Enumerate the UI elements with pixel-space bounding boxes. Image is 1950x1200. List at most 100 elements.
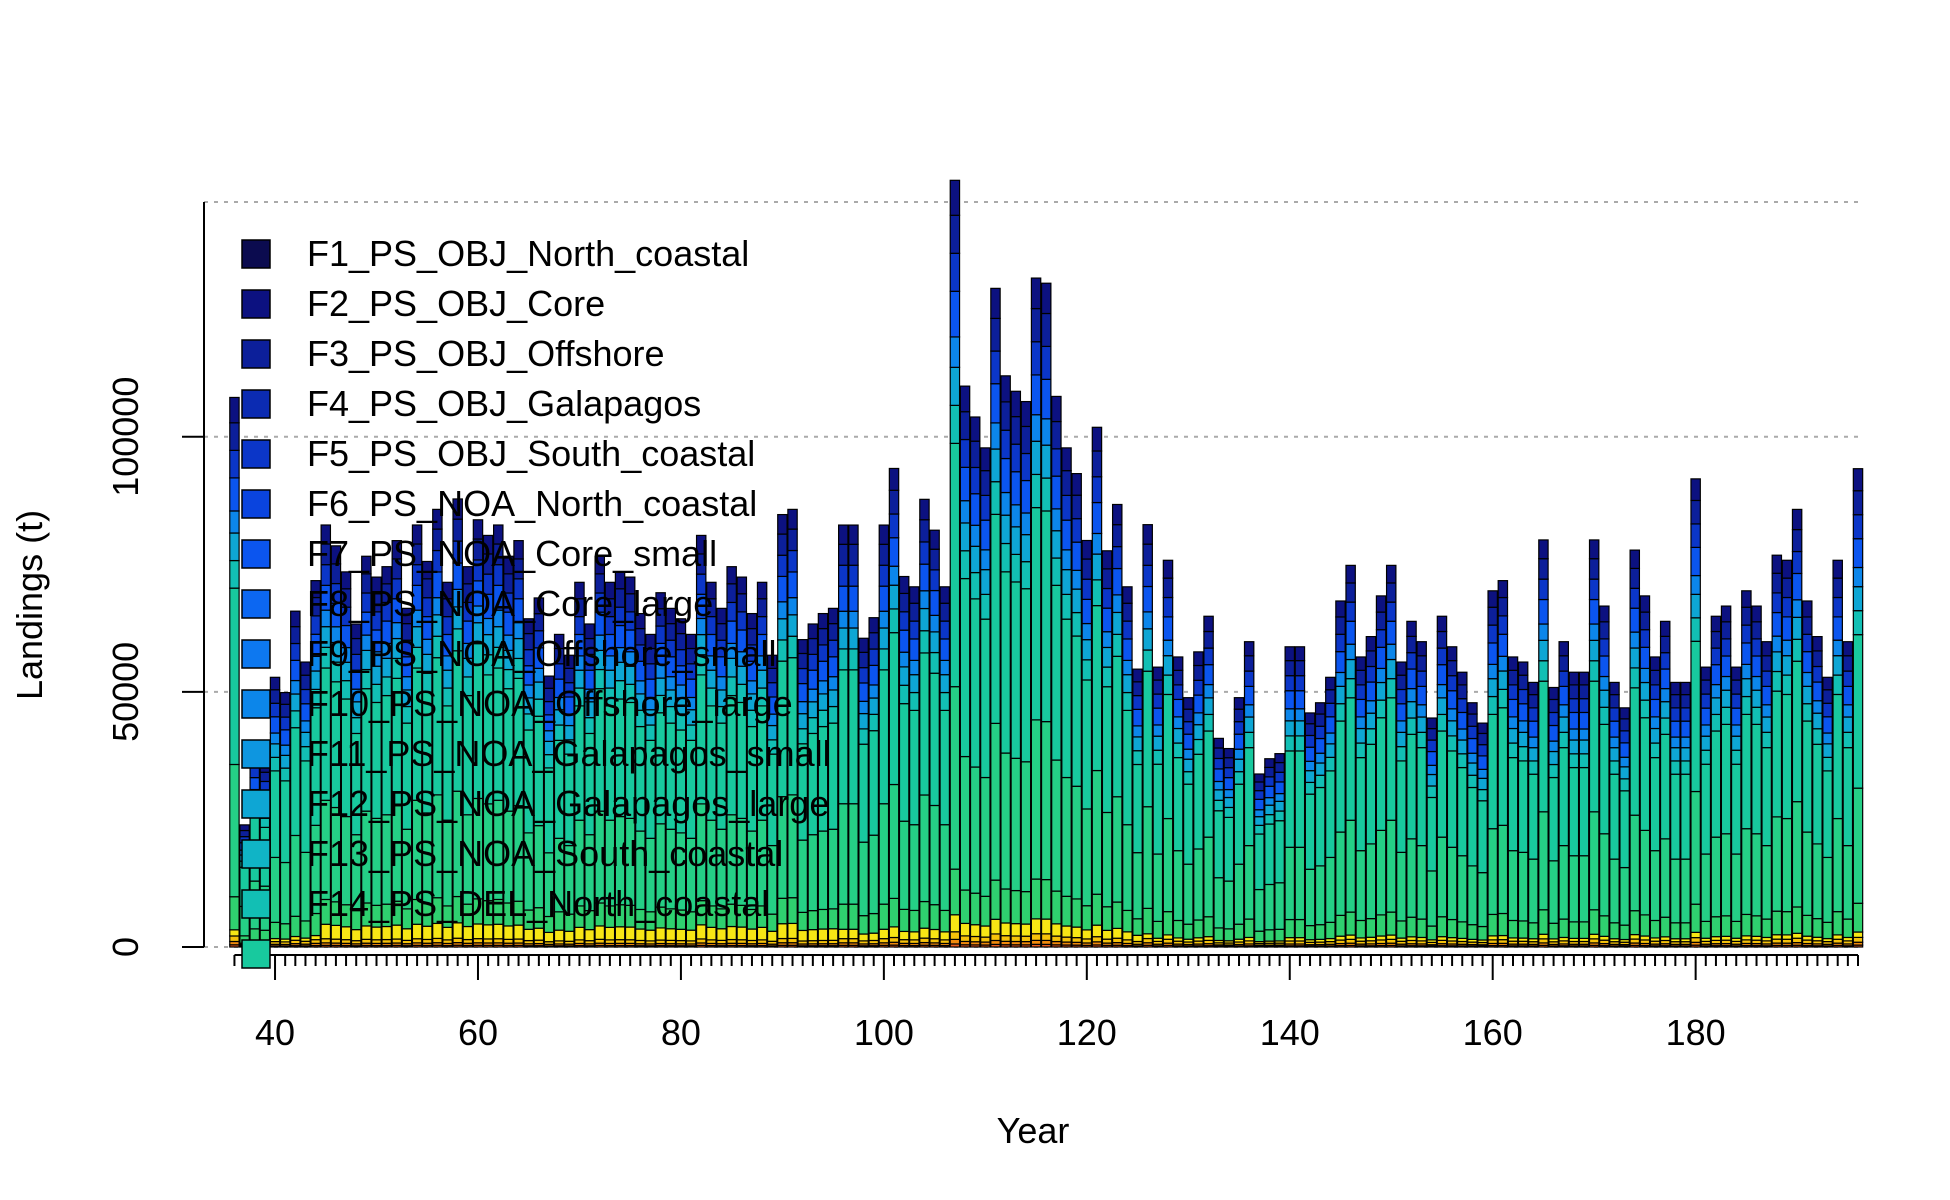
bar-53	[401, 607, 413, 948]
bar-segment	[1243, 685, 1255, 706]
bar-segment	[1639, 717, 1651, 831]
bar-segment	[1456, 671, 1468, 686]
bar-segment	[1061, 569, 1072, 595]
bar-segment	[1051, 530, 1062, 559]
bar-segment	[888, 783, 900, 900]
bar-segment	[1223, 928, 1235, 942]
bar-segment	[1091, 579, 1103, 607]
bar-segment	[848, 669, 859, 805]
bar-segment	[1314, 737, 1326, 754]
bar-segment	[848, 610, 859, 629]
bar-77	[645, 633, 656, 948]
bar-segment	[807, 653, 819, 671]
bar-segment	[787, 657, 798, 796]
bar-segment	[1477, 872, 1488, 928]
bar-segment	[290, 610, 301, 628]
bar-segment	[1314, 865, 1326, 926]
bar-76	[635, 612, 646, 948]
bar-segment	[1599, 675, 1610, 691]
bar-segment	[1619, 707, 1630, 720]
bar-segment	[1842, 655, 1854, 672]
bar-segment	[1172, 716, 1184, 730]
bar-segment	[340, 571, 352, 590]
bar-segment	[969, 935, 981, 943]
bar-segment	[1213, 877, 1224, 929]
bar-segment	[1456, 728, 1468, 741]
bar-44	[310, 580, 321, 948]
bar-segment	[787, 897, 798, 925]
bar-segment	[1781, 655, 1793, 676]
bar-segment	[675, 928, 687, 942]
bar-133	[1213, 737, 1224, 948]
bar-69	[564, 654, 575, 948]
bar-segment	[1264, 766, 1275, 778]
bar-segment	[1528, 681, 1539, 696]
bar-segment	[1436, 647, 1448, 666]
bar-segment	[1040, 918, 1052, 935]
bar-segment	[1507, 716, 1519, 730]
bar-91	[787, 508, 798, 948]
bar-segment	[1061, 925, 1072, 938]
bar-segment	[1183, 783, 1194, 865]
bar-146	[1345, 564, 1356, 948]
bar-132	[1203, 615, 1214, 948]
bar-segment	[290, 915, 301, 938]
bar-segment	[1254, 816, 1265, 826]
bar-segment	[1061, 470, 1072, 496]
bar-segment	[1497, 596, 1509, 617]
bar-segment	[1507, 756, 1519, 852]
bar-segment	[1091, 501, 1103, 535]
bar-segment	[1355, 669, 1367, 686]
bar-segment	[1517, 731, 1529, 748]
bar-segment	[1751, 638, 1762, 657]
bar-segment	[969, 766, 981, 894]
bar-segment	[310, 934, 321, 941]
legend-swatch	[241, 389, 271, 419]
bar-segment	[1071, 898, 1082, 928]
bar-segment	[1629, 910, 1641, 936]
bar-segment	[1030, 918, 1042, 935]
bar-segment	[1791, 906, 1803, 934]
bar-segment	[1375, 914, 1387, 937]
bar-segment	[959, 755, 971, 891]
bar-segment	[1172, 850, 1184, 922]
bar-segment	[1213, 789, 1224, 801]
bar-segment	[1730, 763, 1742, 855]
bar-segment	[1071, 937, 1082, 943]
bar-segment	[1446, 846, 1458, 921]
bar-segment	[279, 754, 291, 769]
bar-segment	[1010, 935, 1022, 943]
bar-112	[1000, 375, 1011, 948]
bar-segment	[330, 545, 342, 565]
bar-segment	[1152, 666, 1164, 681]
bar-segment	[848, 803, 859, 905]
bar-segment	[1528, 760, 1539, 775]
bar-segment	[1051, 448, 1062, 477]
bar-segment	[1538, 558, 1549, 580]
bar-segment	[1822, 702, 1833, 718]
bar-segment	[1385, 564, 1397, 584]
bar-segment	[1233, 783, 1245, 865]
bar-segment	[1517, 674, 1529, 691]
bar-segment	[1456, 684, 1468, 700]
bar-segment	[1345, 678, 1356, 699]
bar-segment	[1243, 918, 1255, 939]
bar-segment	[1497, 688, 1509, 709]
bar-segment	[1243, 641, 1255, 657]
bar-segment	[1416, 716, 1427, 733]
bar-segment	[421, 925, 433, 941]
bar-segment	[1852, 902, 1864, 933]
bar-segment	[1791, 660, 1803, 803]
bar-segment	[1822, 770, 1833, 859]
bar-segment	[1152, 749, 1164, 765]
bar-segment	[1020, 479, 1032, 514]
x-tick-label: 40	[255, 1012, 295, 1053]
bar-segment	[1629, 647, 1641, 669]
bar-segment	[1040, 933, 1052, 942]
bar-161	[1497, 580, 1509, 948]
bar-segment	[1396, 661, 1407, 676]
bar-segment	[1487, 935, 1498, 941]
bar-segment	[1842, 918, 1854, 939]
bar-segment	[1538, 680, 1549, 813]
bar-segment	[1761, 704, 1772, 718]
